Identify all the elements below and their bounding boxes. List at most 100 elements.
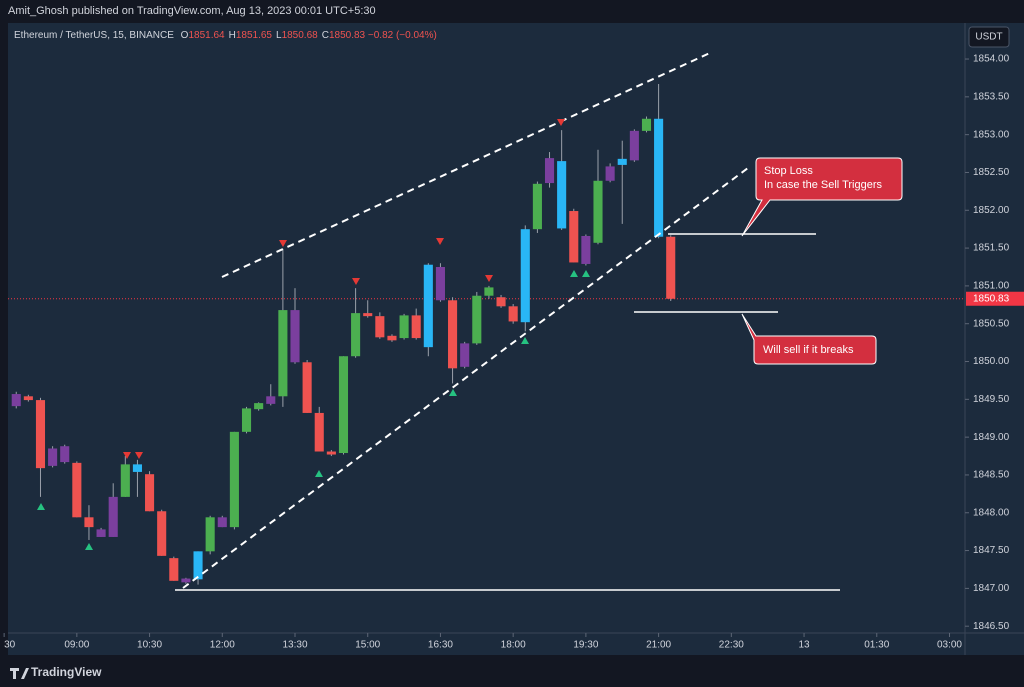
- symbol-legend: Ethereum / TetherUS, 15, BINANCE O1851.6…: [14, 30, 437, 41]
- candle-body: [375, 316, 385, 338]
- candle-body: [472, 295, 482, 344]
- callout-text: Stop Loss: [764, 165, 813, 177]
- x-tick-label: 15:00: [355, 640, 380, 651]
- symbol-name: Ethereum / TetherUS, 15, BINANCE: [14, 30, 174, 41]
- candle-body: [193, 551, 203, 580]
- candle-body: [169, 558, 179, 581]
- candle-body: [326, 451, 336, 455]
- candle-body: [629, 130, 639, 161]
- price-axis: [965, 23, 1024, 655]
- x-tick-label: 30: [4, 640, 16, 651]
- y-tick-label: 1850.50: [973, 318, 1010, 329]
- candle-body: [254, 403, 264, 410]
- candle-body: [351, 313, 361, 357]
- x-tick-label: 16:30: [428, 640, 453, 651]
- candle-body: [387, 335, 397, 341]
- ohlc-letter: O: [180, 30, 189, 41]
- ohlc-value: 1851.65: [235, 30, 272, 41]
- ohlc-letter: L: [276, 30, 282, 41]
- trend-line: [221, 51, 713, 278]
- candle-body: [593, 180, 603, 243]
- x-tick-label: 13:30: [282, 640, 307, 651]
- ohlc-value: 1850.83: [328, 30, 366, 41]
- y-tick-label: 1851.00: [973, 281, 1010, 292]
- candle-body: [508, 306, 518, 322]
- candle-body: [363, 313, 373, 317]
- candle-body: [460, 343, 470, 367]
- candle-body: [278, 310, 288, 397]
- candle-body: [217, 517, 227, 528]
- candle-body: [96, 529, 106, 537]
- candle-body: [60, 446, 70, 463]
- brand-name: TradingView: [31, 665, 102, 679]
- y-tick-label: 1846.50: [973, 621, 1010, 632]
- ohlc-value: 1850.68: [281, 30, 318, 41]
- candle-body: [205, 517, 215, 552]
- x-tick-label: 22:30: [719, 640, 744, 651]
- callout: Stop Loss In case the Sell Triggers: [741, 157, 903, 237]
- change: −0.82 (−0.04%): [367, 30, 437, 41]
- candle-body: [520, 229, 530, 323]
- candle-body: [569, 211, 579, 263]
- candle-body: [423, 264, 433, 348]
- candle-body: [666, 236, 676, 299]
- x-tick-label: 13: [798, 640, 810, 651]
- published-line: Amit_Ghosh published on TradingView.com,…: [8, 5, 376, 17]
- trend-line: [182, 167, 749, 589]
- ohlc-values: O1851.64 H1851.65 L1850.68 C1850.83: [177, 30, 365, 41]
- callout: Will sell if it breaks: [741, 313, 877, 365]
- currency-label: USDT: [975, 32, 1002, 43]
- x-tick-label: 03:00: [937, 640, 962, 651]
- y-tick-label: 1850.00: [973, 356, 1010, 367]
- candle-body: [654, 118, 664, 237]
- ohlc-value: 1851.64: [188, 30, 225, 41]
- candle-body: [241, 408, 252, 432]
- last-price-label: 1850.83: [973, 293, 1010, 304]
- y-tick-label: 1847.00: [973, 583, 1010, 594]
- y-tick-label: 1853.50: [973, 91, 1010, 102]
- candle-body: [108, 496, 118, 537]
- candle-body: [435, 266, 445, 301]
- y-tick-label: 1852.50: [973, 167, 1010, 178]
- candle-body: [617, 158, 627, 165]
- candle-body: [157, 511, 167, 556]
- currency-button[interactable]: [968, 26, 1010, 48]
- candle-body: [302, 362, 312, 413]
- y-tick-label: 1849.00: [973, 432, 1010, 443]
- ohlc-letter: H: [228, 30, 236, 41]
- y-tick-label: 1847.50: [973, 545, 1010, 556]
- x-tick-label: 01:30: [864, 640, 889, 651]
- candle-body: [23, 396, 33, 401]
- y-tick-label: 1852.00: [973, 205, 1010, 216]
- callout-text: In case the Sell Triggers: [764, 179, 883, 191]
- candle-body: [484, 287, 494, 296]
- candle-body: [411, 315, 421, 339]
- x-tick-label: 19:30: [573, 640, 598, 651]
- candle-body: [544, 158, 555, 184]
- x-tick-label: 18:00: [501, 640, 526, 651]
- candle-body: [181, 578, 191, 583]
- candle-body: [84, 517, 94, 528]
- candle-body: [532, 183, 542, 230]
- y-tick-label: 1853.00: [973, 129, 1010, 140]
- candle-body: [120, 464, 130, 497]
- candle-body: [290, 310, 300, 363]
- x-tick-label: 21:00: [646, 640, 671, 651]
- candle-body: [266, 396, 276, 404]
- candle-body: [496, 297, 506, 307]
- last-price-box: [966, 291, 1024, 306]
- candle-body: [557, 161, 567, 229]
- candle-body: [399, 315, 409, 339]
- candle-body: [11, 394, 21, 407]
- candle-body: [145, 474, 155, 512]
- x-tick-label: 09:00: [64, 640, 89, 651]
- y-tick-label: 1854.00: [973, 54, 1010, 65]
- x-tick-label: 10:30: [137, 640, 162, 651]
- candle-body: [641, 118, 652, 131]
- y-tick-label: 1848.00: [973, 507, 1010, 518]
- candle-body: [35, 400, 46, 469]
- candle-body: [72, 462, 82, 518]
- brand-logo: [10, 668, 29, 679]
- ohlc-letter: C: [321, 30, 329, 41]
